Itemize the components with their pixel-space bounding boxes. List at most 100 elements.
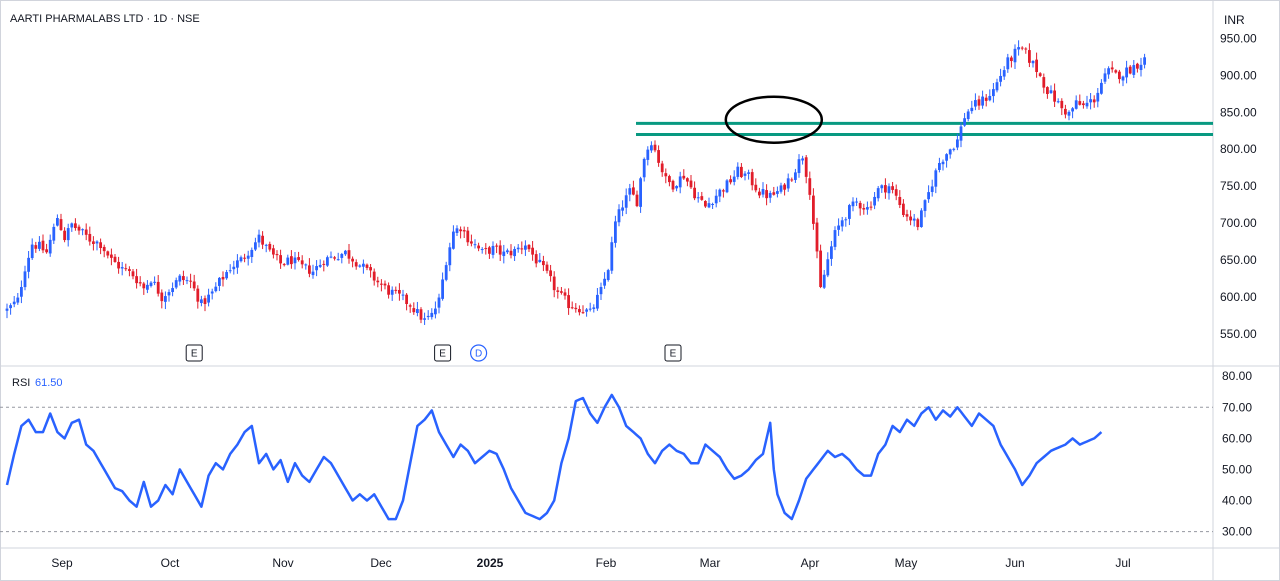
candle-body xyxy=(815,222,819,252)
candle-body xyxy=(578,309,581,313)
currency-box[interactable] xyxy=(1216,5,1278,35)
candle-body xyxy=(488,247,491,254)
candle-body xyxy=(974,100,977,107)
candle-body xyxy=(768,192,772,198)
candle-body xyxy=(585,309,588,312)
candle-body xyxy=(1125,67,1128,78)
time-tick-label: May xyxy=(895,556,918,570)
candle-body xyxy=(747,172,750,174)
candle-body xyxy=(322,263,326,265)
candle-body xyxy=(524,245,527,250)
candle-body xyxy=(725,180,729,193)
candle-body xyxy=(92,241,95,245)
candle-body xyxy=(153,281,156,283)
candle-body xyxy=(675,186,678,189)
dividend-marker[interactable] xyxy=(470,344,488,362)
candle-body xyxy=(516,247,520,250)
candle-body xyxy=(203,298,207,305)
candle-body xyxy=(970,107,974,112)
candle-body xyxy=(160,292,164,302)
time-tick-label: Apr xyxy=(801,556,820,570)
earnings-marker-label: E xyxy=(670,349,677,360)
candle-body xyxy=(869,206,873,208)
earnings-marker[interactable] xyxy=(434,344,452,362)
candle-body xyxy=(84,229,88,235)
time-tick-label: 2025 xyxy=(477,556,504,570)
candle-body xyxy=(1136,63,1139,69)
candle-body xyxy=(20,287,23,297)
candle-body xyxy=(693,187,696,199)
candle-body xyxy=(27,257,30,272)
candle-body xyxy=(833,230,837,247)
candle-body xyxy=(74,223,77,229)
candle-body xyxy=(1060,100,1064,109)
candle-body xyxy=(776,191,779,194)
candle-body xyxy=(1114,70,1118,73)
candle-body xyxy=(1002,70,1006,77)
candle-body xyxy=(113,256,117,263)
candle-body xyxy=(1046,87,1049,95)
candle-body xyxy=(419,309,423,320)
candle-body xyxy=(527,244,531,250)
candle-body xyxy=(1035,59,1038,73)
candle-body xyxy=(722,190,725,192)
candle-body xyxy=(668,176,671,183)
candle-body xyxy=(473,244,477,246)
candle-body xyxy=(221,276,225,280)
rsi-tick-label: 60.00 xyxy=(1222,431,1252,445)
candle-body xyxy=(880,185,884,189)
candle-body xyxy=(927,192,930,200)
candle-body xyxy=(920,210,923,228)
earnings-marker[interactable] xyxy=(185,344,203,362)
earnings-marker-label: E xyxy=(439,349,446,360)
candle-body xyxy=(135,276,138,284)
candle-body xyxy=(326,257,329,266)
candle-body xyxy=(794,172,797,180)
candle-body xyxy=(574,307,578,310)
candle-body xyxy=(552,276,556,291)
candle-body xyxy=(628,188,632,195)
candle-body xyxy=(664,173,668,177)
candle-body xyxy=(610,242,614,271)
candle-body xyxy=(466,230,470,243)
candle-body xyxy=(167,292,171,296)
candle-body xyxy=(837,225,840,230)
time-tick-label: Feb xyxy=(596,556,617,570)
candle-body xyxy=(891,186,894,190)
candle-body xyxy=(225,272,228,279)
candle-body xyxy=(254,242,257,250)
price-tick-label: 800.00 xyxy=(1220,142,1257,156)
candle-body xyxy=(531,247,534,255)
candle-body xyxy=(412,308,416,313)
candle-body xyxy=(102,246,106,252)
candle-body xyxy=(556,290,560,292)
highlight-ellipse[interactable] xyxy=(724,95,824,144)
candle-body xyxy=(765,190,768,199)
candle-body xyxy=(592,307,596,309)
candle-body xyxy=(671,180,675,190)
candle-body xyxy=(758,191,761,196)
candle-body xyxy=(718,189,722,197)
candle-body xyxy=(740,166,743,178)
price-tick-label: 550.00 xyxy=(1220,327,1257,341)
candle-body xyxy=(41,240,45,251)
candle-body xyxy=(77,226,81,231)
candle-body xyxy=(110,254,113,258)
candle-body xyxy=(952,148,956,150)
candle-body xyxy=(567,295,570,309)
price-axis-labels: 550.00 600.00 650.00 700.00 750.00 800.00 850.… xyxy=(1220,31,1257,340)
candle-body xyxy=(934,170,938,187)
candle-body xyxy=(866,207,869,210)
earnings-marker[interactable] xyxy=(664,344,682,362)
candle-body xyxy=(682,175,686,179)
candle-body xyxy=(1110,67,1114,70)
earnings-marker-label: E xyxy=(191,349,198,360)
candle-body xyxy=(646,149,650,160)
candle-body xyxy=(696,197,700,199)
candle-body xyxy=(56,218,59,226)
candle-body xyxy=(405,294,408,304)
rsi-tick-label: 30.00 xyxy=(1222,525,1252,539)
candle-body xyxy=(743,173,747,176)
symbol-header: AARTI PHARMALABS LTD · 1D · NSE xyxy=(10,13,200,25)
